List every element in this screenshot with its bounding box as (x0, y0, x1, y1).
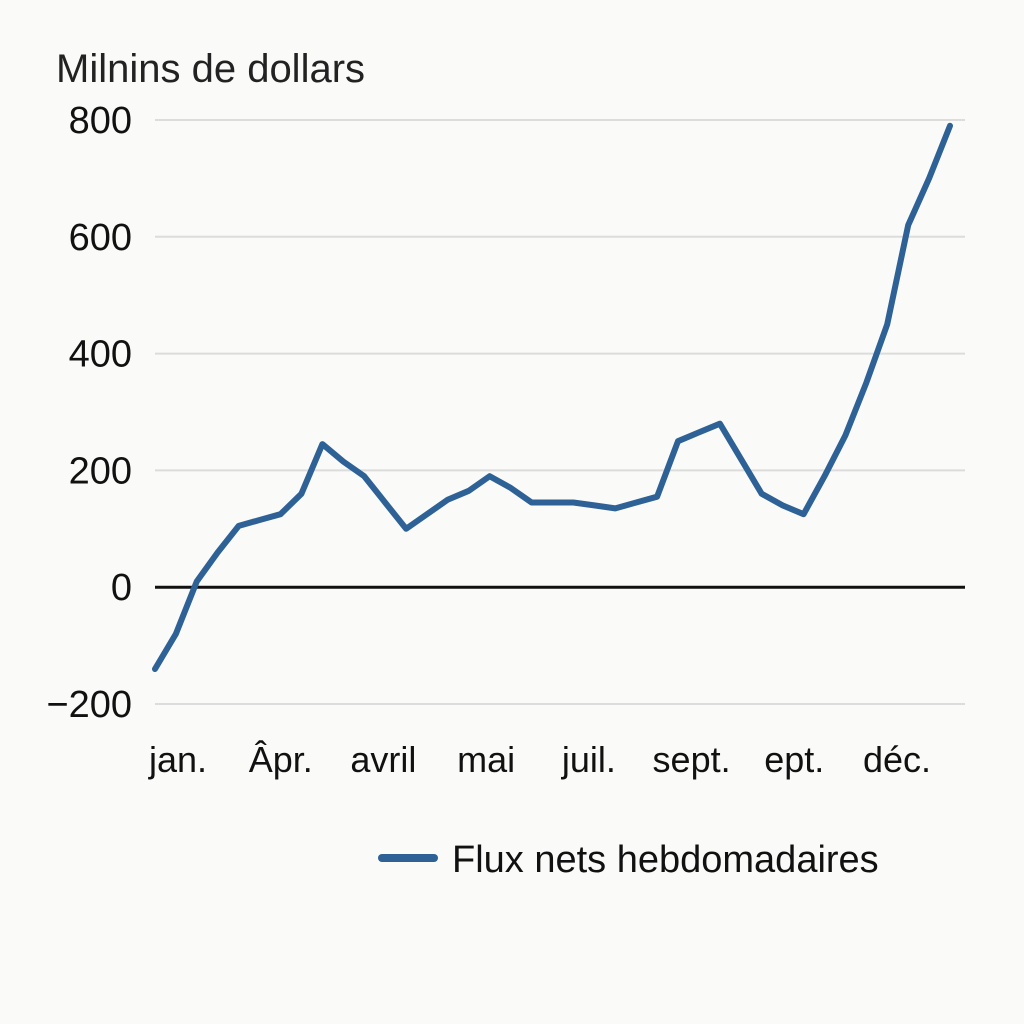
x-tick-label: avril (350, 739, 416, 780)
x-tick-label: ept. (764, 739, 824, 780)
y-tick-labels: 800 600 400 200 0 −200 (46, 100, 132, 726)
legend: Flux nets hebdomadaires (378, 839, 879, 881)
series-lines (152, 122, 953, 672)
y-tick-label: 400 (69, 334, 132, 376)
y-tick-label: 0 (111, 567, 132, 609)
x-tick-labels: jan. Âpr. avril mai juil. sept. ept. déc. (148, 739, 931, 780)
x-tick-label: jan. (148, 739, 207, 780)
x-tick-label: juil. (561, 739, 616, 780)
x-tick-label: Âpr. (249, 739, 313, 780)
x-tick-label: déc. (863, 739, 931, 780)
y-tick-label: 600 (69, 217, 132, 259)
x-tick-label: sept. (653, 739, 731, 780)
x-tick-label: mai (457, 739, 515, 780)
y-axis-label: Milnins de dollars (56, 47, 365, 91)
y-tick-label: 200 (69, 450, 132, 492)
gridlines (155, 119, 965, 705)
y-tick-label: 800 (69, 100, 132, 142)
y-tick-label: −200 (46, 684, 132, 726)
series-line (152, 122, 953, 672)
legend-label: Flux nets hebdomadaires (452, 839, 879, 881)
